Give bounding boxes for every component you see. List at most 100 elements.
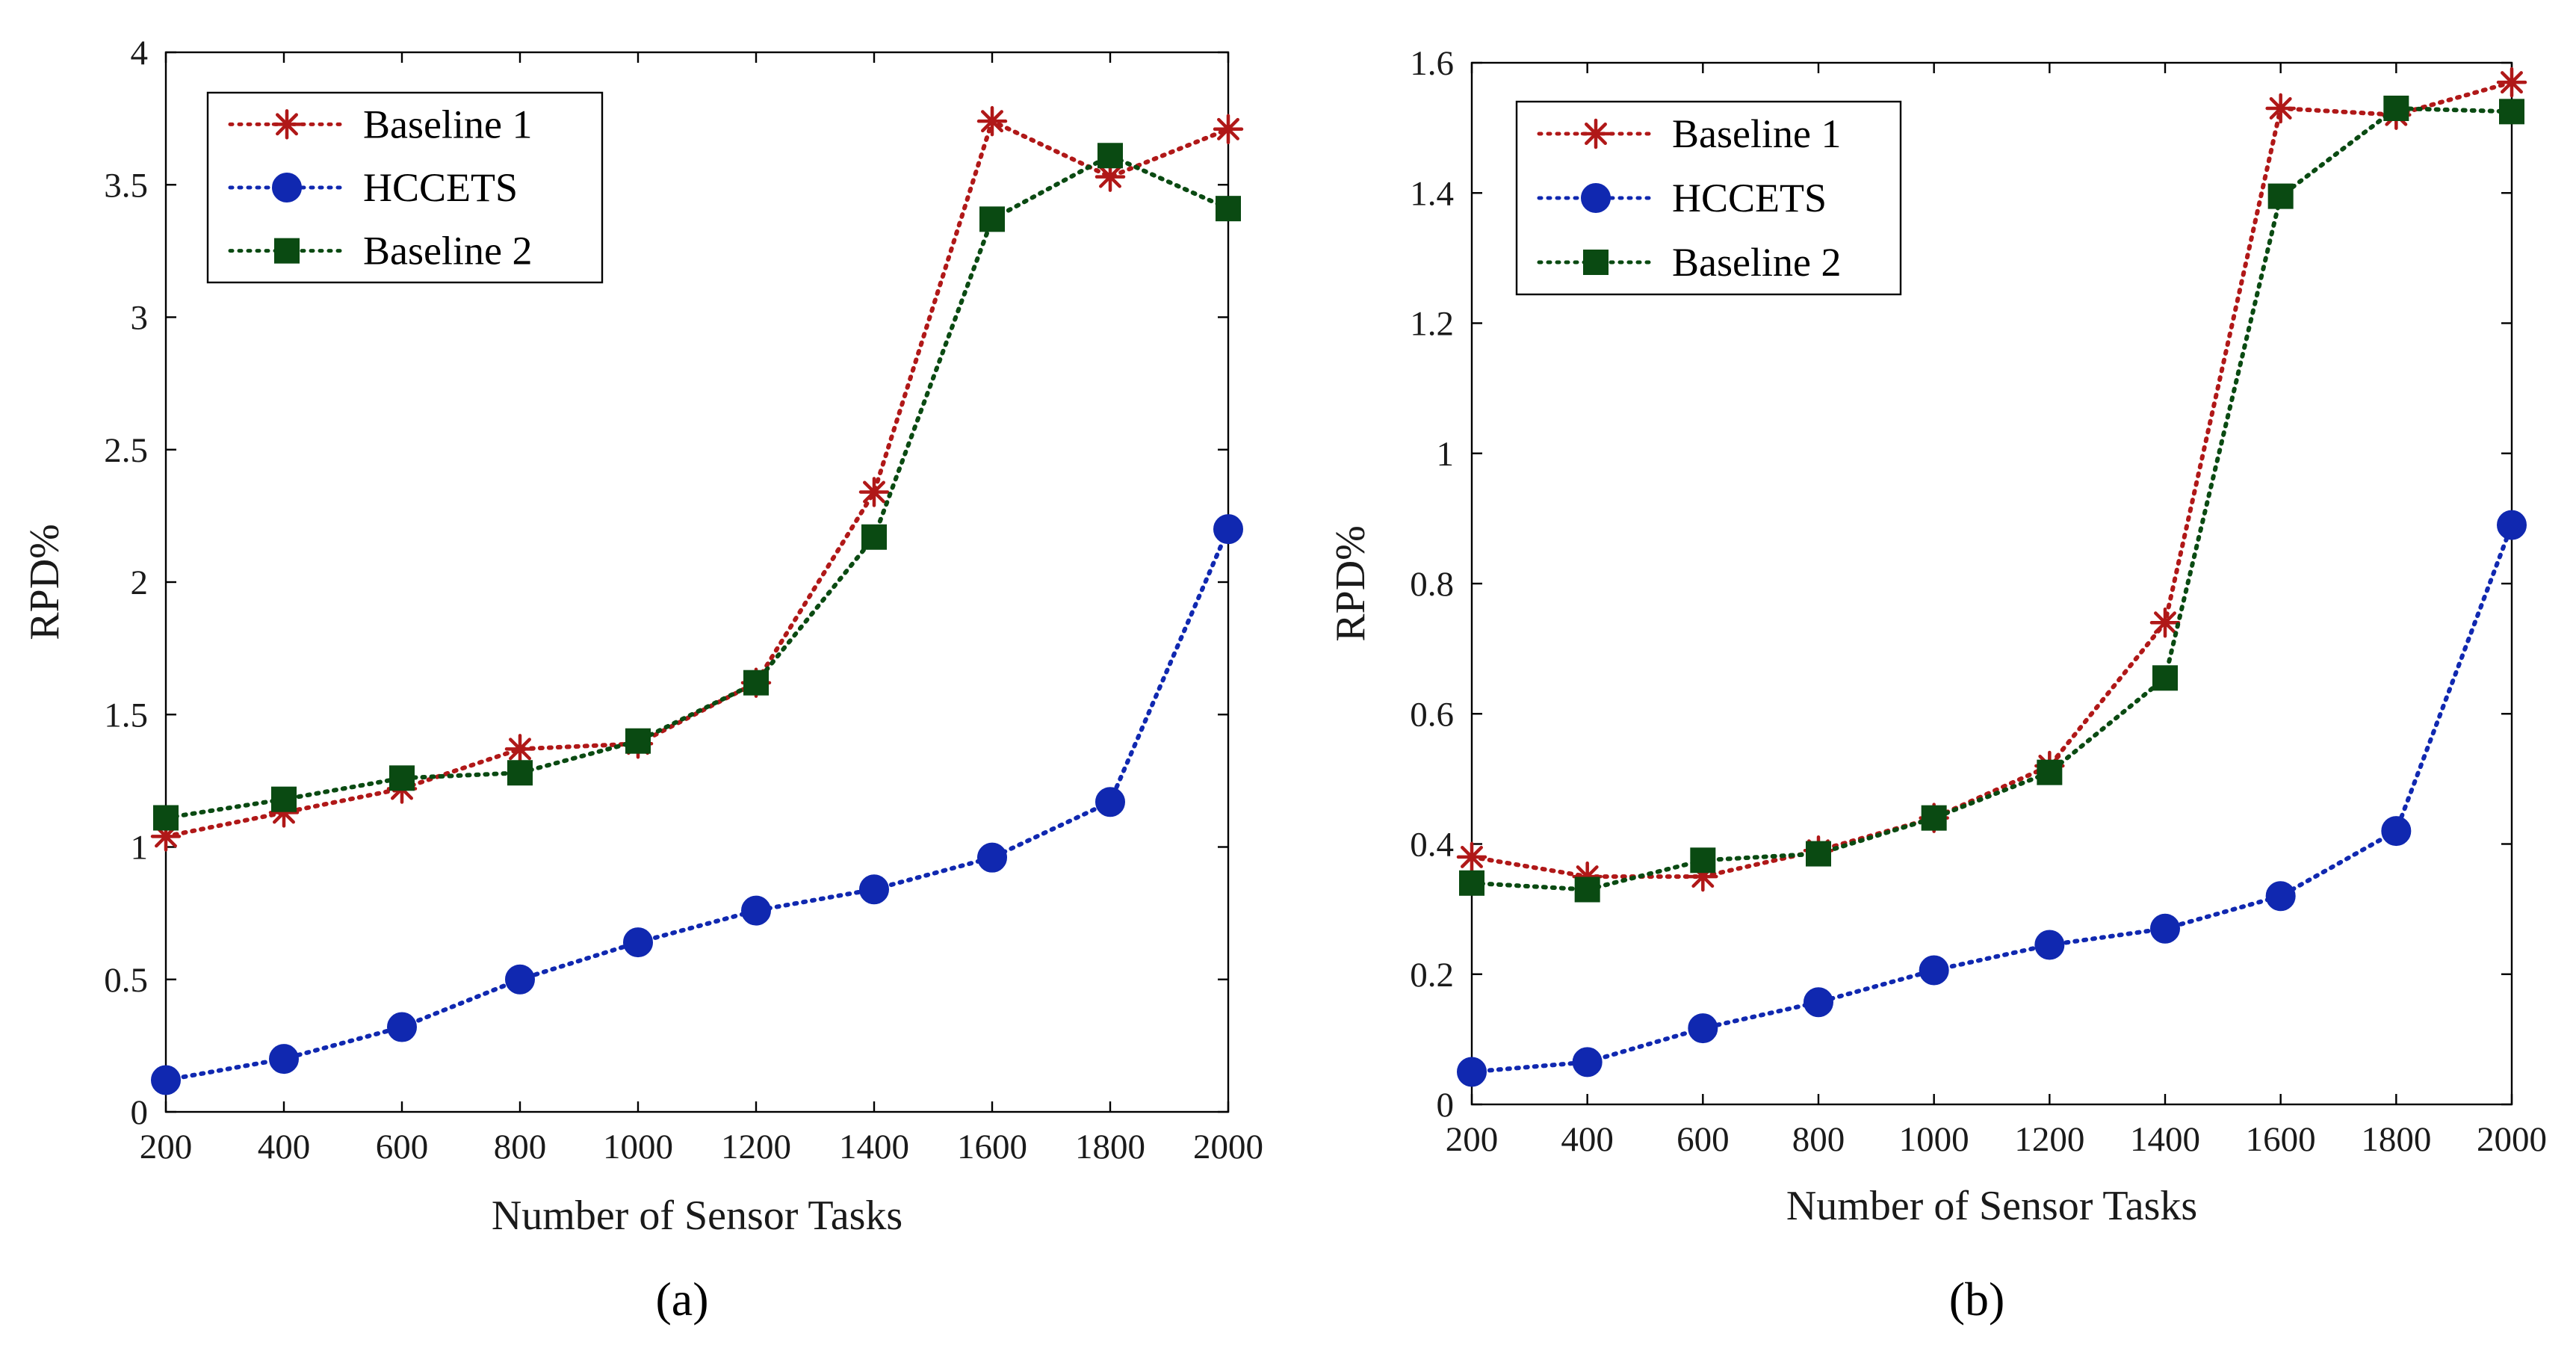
legend-label: Baseline 1 (363, 102, 532, 146)
y-axis-title: RPD% (22, 524, 68, 640)
data-point (2381, 816, 2412, 847)
x-tick-label: 400 (258, 1128, 311, 1166)
data-point (271, 786, 297, 812)
legend-marker (274, 238, 300, 264)
legend-marker (271, 109, 303, 140)
data-point (2034, 930, 2065, 960)
series-line (1470, 105, 2514, 892)
y-tick-label: 1.4 (1410, 174, 1454, 213)
data-point (1688, 861, 1718, 892)
data-point (1919, 955, 1949, 986)
y-tick-label: 0.5 (104, 961, 148, 1000)
x-tick-label: 600 (376, 1128, 429, 1166)
data-point (623, 927, 653, 958)
data-point (504, 734, 536, 764)
y-tick-label: 2 (131, 563, 149, 602)
data-point (505, 964, 535, 995)
legend-label: Baseline 2 (1672, 240, 1841, 285)
data-point (1459, 870, 1484, 896)
x-tick-label: 2000 (2477, 1120, 2547, 1159)
x-tick-label: 1800 (2361, 1120, 2431, 1159)
x-tick-label: 2000 (1193, 1128, 1263, 1166)
y-tick-label: 1.5 (104, 696, 148, 735)
data-point (2265, 881, 2296, 912)
series-line (1470, 522, 2514, 1075)
y-tick-label: 0 (1437, 1086, 1455, 1125)
series-line (164, 152, 1230, 820)
data-point (1213, 114, 1244, 145)
y-tick-label: 1 (131, 829, 149, 868)
series-hccets (151, 514, 1243, 1095)
data-point (153, 805, 179, 831)
x-tick-label: 1000 (603, 1128, 673, 1166)
legend-label: Baseline 2 (363, 229, 532, 273)
series-baseline-2 (153, 143, 1241, 831)
data-point (741, 895, 771, 926)
data-point (2037, 759, 2063, 785)
y-tick-label: 3.5 (104, 166, 148, 205)
x-tick-label: 1400 (2130, 1120, 2200, 1159)
x-tick-label: 600 (1676, 1120, 1730, 1159)
y-tick-label: 2.5 (104, 431, 148, 470)
data-point (2499, 99, 2524, 125)
x-tick-label: 800 (1792, 1120, 1845, 1159)
x-tick-label: 800 (494, 1128, 547, 1166)
data-point (977, 842, 1007, 873)
data-point (861, 524, 887, 550)
data-point (2497, 510, 2527, 540)
legend-label: HCCETS (1672, 176, 1827, 220)
legend: Baseline 1 HCCETS Baseline 2 (1515, 100, 1902, 296)
y-tick-label: 1.2 (1410, 305, 1454, 344)
data-point (151, 1065, 181, 1095)
y-tick-label: 0.2 (1410, 956, 1454, 995)
data-point (743, 670, 769, 696)
panel-label: (b) (1949, 1273, 2005, 1326)
legend-label: Baseline 1 (1672, 111, 1841, 156)
series-baseline-2 (1459, 95, 2524, 903)
series-line (1470, 80, 2514, 879)
data-point (1688, 1013, 1718, 1044)
x-tick-label: 1400 (839, 1128, 909, 1166)
x-tick-label: 200 (1446, 1120, 1499, 1159)
data-point (2267, 183, 2294, 209)
chart-panel-a: 0 0.5 1 1.5 2 2.5 3 3.5 4 200 400 600 800 1000 1200 140… (22, 34, 1263, 1326)
panel-label: (a) (655, 1273, 708, 1326)
data-point (1806, 841, 1831, 867)
data-point (507, 760, 533, 786)
data-point (1213, 514, 1243, 545)
data-point (1572, 861, 1603, 892)
legend-marker (1583, 250, 1609, 275)
data-point (1456, 841, 1487, 873)
data-point (387, 1012, 417, 1042)
y-tick-label: 0.8 (1410, 565, 1454, 604)
data-point (2383, 95, 2409, 121)
data-point (2496, 67, 2527, 98)
data-point (979, 206, 1005, 232)
data-point (1097, 143, 1123, 169)
data-point (1803, 987, 1833, 1018)
legend-marker (1580, 118, 1611, 149)
legend-label: HCCETS (363, 165, 518, 210)
x-tick-label: 1000 (1899, 1120, 1969, 1159)
y-tick-label: 0 (131, 1093, 149, 1132)
legend-box (1515, 100, 1902, 296)
data-point (1216, 196, 1241, 222)
x-tick-label: 1600 (2246, 1120, 2316, 1159)
data-point (976, 105, 1008, 137)
y-tick-label: 0.6 (1410, 695, 1454, 734)
x-tick-label: 1200 (2014, 1120, 2084, 1159)
data-point (859, 874, 889, 905)
legend-marker (1581, 183, 1611, 213)
data-point (625, 728, 651, 754)
x-tick-label: 200 (140, 1128, 193, 1166)
x-axis-title: Number of Sensor Tasks (1786, 1183, 2197, 1229)
data-point (2152, 665, 2178, 691)
y-tick-label: 3 (131, 299, 149, 338)
series-line (164, 527, 1230, 1083)
data-point (2150, 913, 2180, 944)
data-point (1690, 847, 1716, 874)
x-axis-title: Number of Sensor Tasks (492, 1193, 902, 1239)
data-point (1095, 787, 1125, 817)
x-tick-label: 1600 (957, 1128, 1027, 1166)
